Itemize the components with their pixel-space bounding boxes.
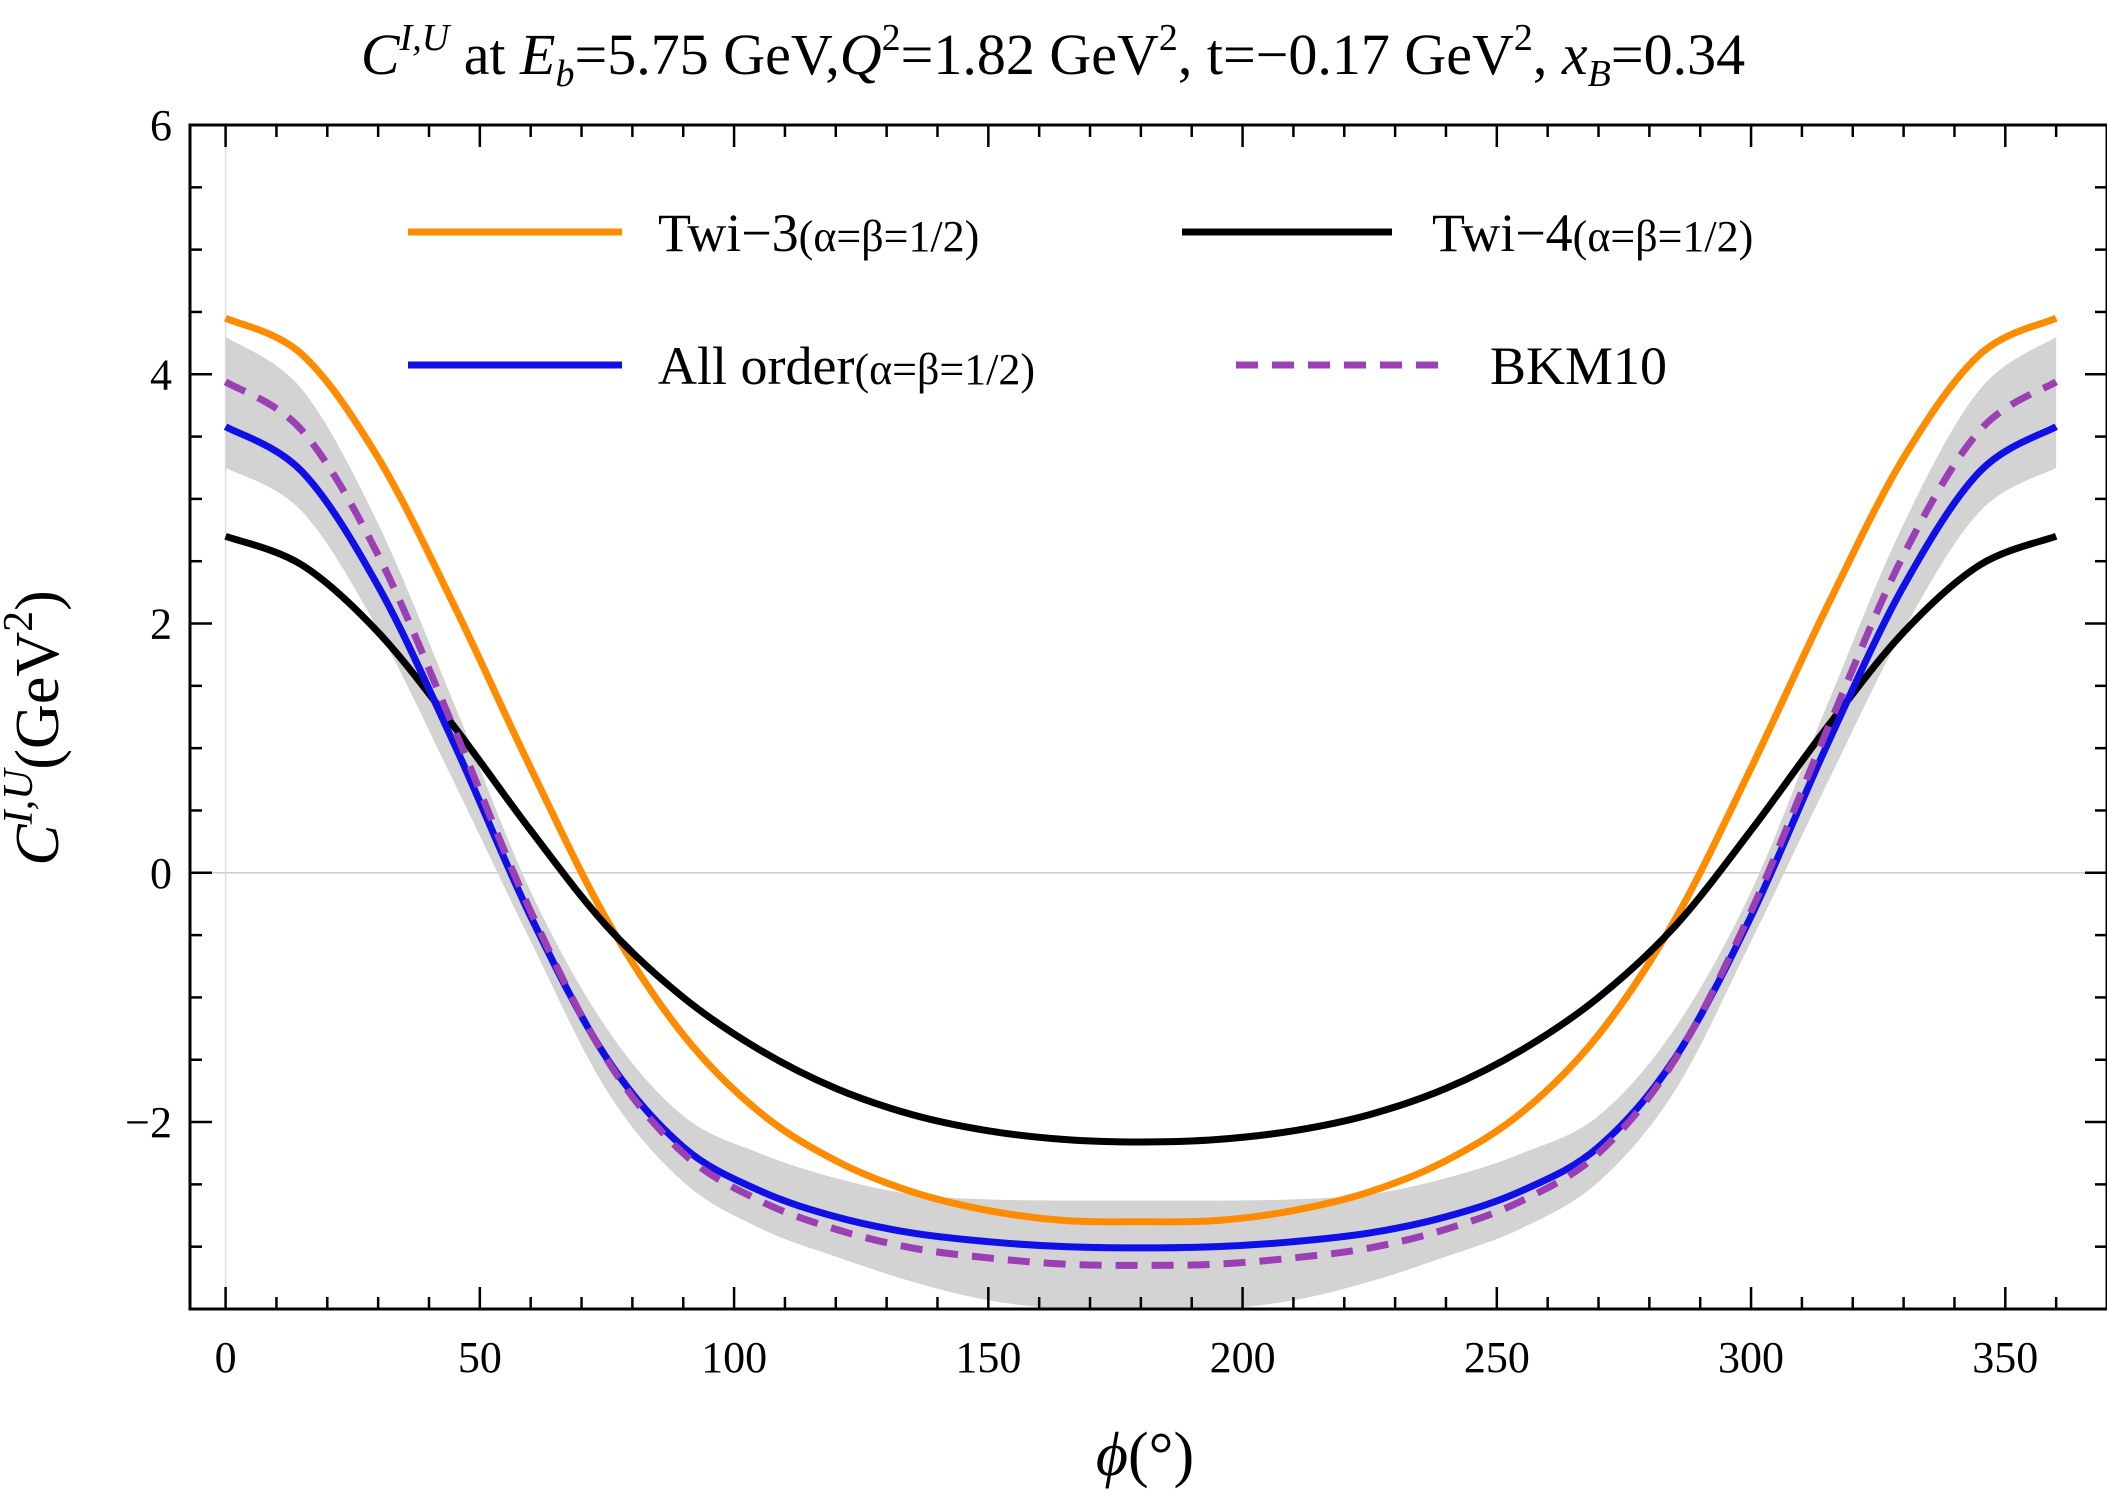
- series-line-twi-4: [224, 532, 2058, 1146]
- y-tick-label: 2: [150, 600, 172, 649]
- y-tick-label: −2: [125, 1098, 172, 1147]
- x-tick-label: 200: [1210, 1333, 1276, 1382]
- axis-ticks: [190, 123, 2107, 1311]
- y-tick-label: 6: [150, 101, 172, 150]
- y-axis-label: CI,U(GeV2): [0, 590, 72, 866]
- x-tick-label: 50: [458, 1333, 502, 1382]
- x-tick-label: 350: [1972, 1333, 2038, 1382]
- series-line-bkm10: [223, 378, 2059, 1269]
- x-tick-label: 150: [955, 1333, 1021, 1382]
- y-tick-label: 4: [150, 350, 172, 399]
- legend-label-all-order: All order(α=β=1/2): [658, 336, 1035, 396]
- plot-frame: [188, 123, 2107, 1311]
- x-tick-label: 0: [215, 1333, 237, 1382]
- y-tick-labels: −2 0 2 4 6: [125, 101, 172, 1147]
- legend-label-twi3: Twi−3(α=β=1/2): [658, 203, 979, 263]
- x-axis-label: ϕ(°): [1096, 1421, 1194, 1489]
- series-lines: [223, 314, 2059, 1269]
- x-tick-label: 300: [1718, 1333, 1784, 1382]
- x-tick-label: 100: [701, 1333, 767, 1382]
- chart-title: CI,U at Eb=5.75 GeV,Q2=1.82 GeV2, t=−0.1…: [361, 17, 1745, 95]
- x-tick-label: 250: [1464, 1333, 1530, 1382]
- x-tick-labels: 0 50 100 150 200 250 300 350: [215, 1333, 2039, 1382]
- y-tick-label: 0: [150, 849, 172, 898]
- legend-label-twi4: Twi−4(α=β=1/2): [1432, 203, 1753, 263]
- series-line-twi-3: [224, 314, 2058, 1226]
- legend-label-bkm10: BKM10: [1490, 336, 1667, 396]
- legend: Twi−3(α=β=1/2) Twi−4(α=β=1/2) All order(…: [408, 203, 1753, 396]
